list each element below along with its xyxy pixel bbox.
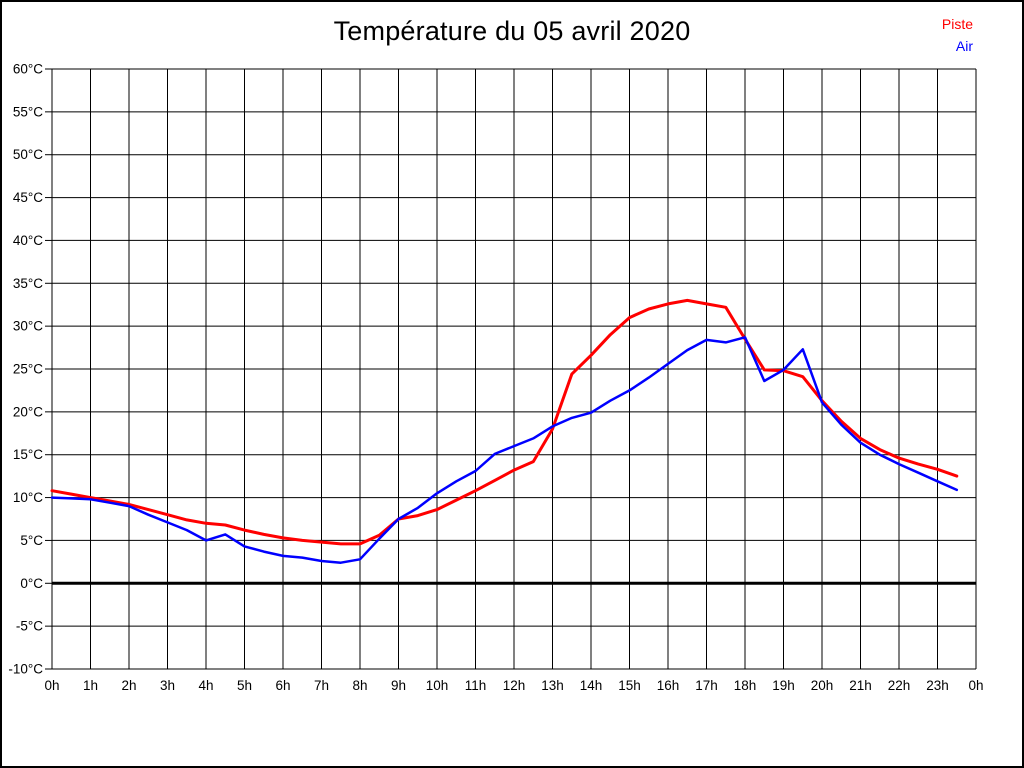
x-tick-label: 8h xyxy=(352,678,367,693)
series-line-air xyxy=(50,336,959,564)
x-tick-label: 5h xyxy=(237,678,252,693)
x-tick-label: 0h xyxy=(968,678,983,693)
chart-title: Température du 05 avril 2020 xyxy=(333,16,691,46)
y-tick-label: 45°C xyxy=(13,190,43,205)
legend-item-piste: Piste xyxy=(941,16,973,32)
x-tick-label: 17h xyxy=(695,678,718,693)
x-tick-label: 21h xyxy=(849,678,872,693)
x-tick-label: 1h xyxy=(83,678,98,693)
x-tick-label: 13h xyxy=(541,678,564,693)
y-tick-label: 55°C xyxy=(13,104,43,119)
series-line-piste xyxy=(50,298,959,546)
y-tick-label: -5°C xyxy=(16,619,43,634)
chart-legend: Piste Air xyxy=(942,13,973,57)
y-tick-label: 15°C xyxy=(13,447,43,462)
x-tick-label: 7h xyxy=(314,678,329,693)
y-tick-label: 50°C xyxy=(13,147,43,162)
x-tick-label: 3h xyxy=(160,678,175,693)
x-tick-label: 15h xyxy=(618,678,641,693)
x-tick-label: 22h xyxy=(888,678,911,693)
x-tick-label: 19h xyxy=(772,678,795,693)
x-tick-label: 16h xyxy=(657,678,680,693)
x-tick-label: 4h xyxy=(198,678,213,693)
x-tick-label: 6h xyxy=(275,678,290,693)
y-tick-label: 30°C xyxy=(13,319,43,334)
y-tick-label: -10°C xyxy=(8,662,43,677)
x-tick-label: 12h xyxy=(503,678,526,693)
x-tick-label: 20h xyxy=(811,678,834,693)
y-tick-label: 25°C xyxy=(13,362,43,377)
y-tick-label: 40°C xyxy=(13,233,43,248)
y-tick-label: 60°C xyxy=(13,62,43,77)
x-tick-label: 10h xyxy=(426,678,449,693)
y-tick-label: 0°C xyxy=(20,576,43,591)
y-tick-label: 35°C xyxy=(13,276,43,291)
x-tick-label: 2h xyxy=(121,678,136,693)
x-tick-label: 18h xyxy=(734,678,757,693)
x-tick-label: 23h xyxy=(926,678,949,693)
x-tick-label: 11h xyxy=(465,678,487,693)
x-tick-label: 0h xyxy=(44,678,59,693)
x-tick-label: 14h xyxy=(580,678,603,693)
y-tick-label: 5°C xyxy=(20,533,43,548)
y-tick-label: 20°C xyxy=(13,404,43,419)
x-tick-label: 9h xyxy=(391,678,406,693)
y-tick-label: 10°C xyxy=(13,490,43,505)
legend-item-air: Air xyxy=(955,38,973,54)
